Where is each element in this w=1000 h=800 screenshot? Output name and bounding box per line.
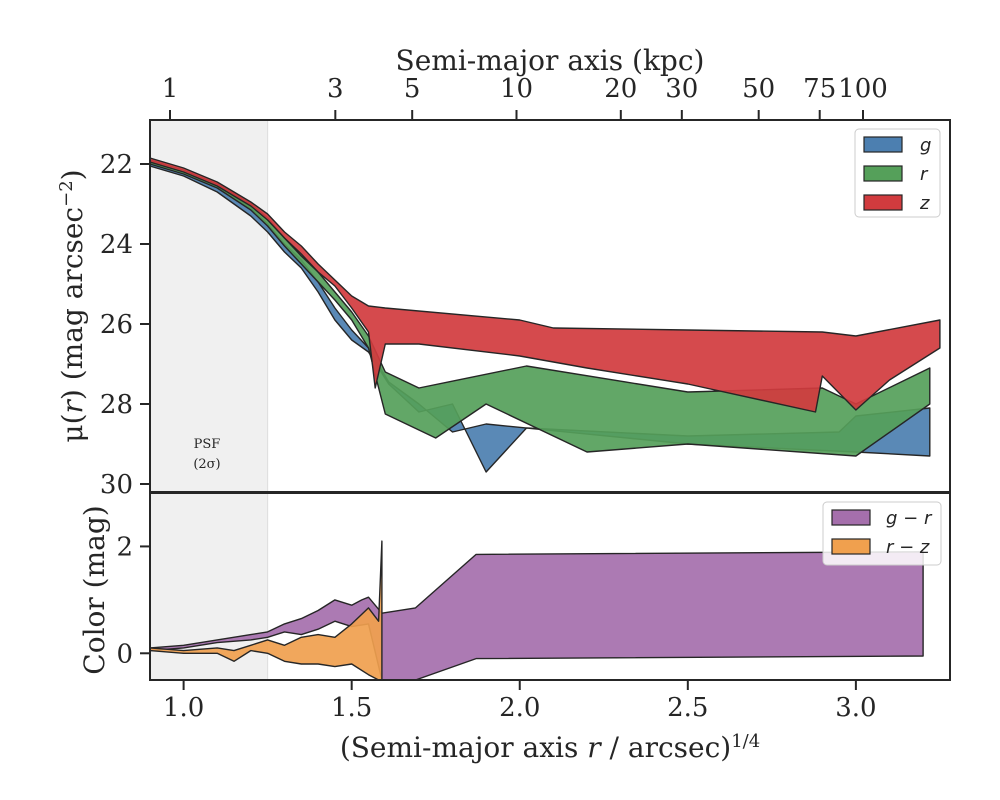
y-tick-label: 26 <box>100 310 133 340</box>
top-axis-title: Semi-major axis (kpc) <box>396 44 705 77</box>
kpc-tick-label: 10 <box>500 74 533 104</box>
top-y-axis: 22 24 26 28 30 <box>100 150 150 500</box>
top-panel-series <box>150 157 941 473</box>
psf-sublabel: (2σ) <box>193 457 220 472</box>
bottom-panel-series <box>150 540 924 680</box>
bottom-x-axis: 1.0 1.5 2.0 2.5 3.0 <box>163 680 877 723</box>
top-kpc-axis: 1 3 5 10 20 30 50 75 100 <box>162 74 888 120</box>
x-tick-label: 3.0 <box>835 693 876 723</box>
series-band-g-minus-r <box>150 551 924 680</box>
bottom-y-axis: 02 <box>116 532 150 669</box>
bottom-x-axis-title: (Semi-major axis r / arcsec)1/4 <box>340 731 760 764</box>
y-tick-label: 30 <box>100 470 133 500</box>
color-y-tick-label: 2 <box>116 532 133 562</box>
legend-label-g-minus-r: g − r <box>886 508 933 529</box>
y-tick-label: 28 <box>100 390 133 420</box>
series-band-r-minus-z <box>150 540 383 680</box>
legend-bottom: g − r r − z <box>822 501 942 566</box>
psf-label: PSF <box>194 437 221 452</box>
x-tick-label: 2.5 <box>667 693 708 723</box>
kpc-tick-label: 1 <box>162 74 179 104</box>
legend-label-g: g <box>920 135 931 156</box>
legend-label-r-minus-z: r − z <box>886 537 930 558</box>
legend-swatch-g <box>863 136 903 153</box>
x-tick-label: 1.5 <box>331 693 372 723</box>
legend-label-r: r <box>920 164 929 185</box>
kpc-tick-label: 5 <box>404 74 421 104</box>
kpc-tick-label: 30 <box>665 74 698 104</box>
x-tick-label: 2.0 <box>499 693 540 723</box>
legend-label-z: z <box>919 193 930 214</box>
y-tick-label: 24 <box>100 230 133 260</box>
legend-top: grz <box>854 128 941 218</box>
bottom-panel-frame <box>149 492 951 681</box>
kpc-tick-label: 3 <box>327 74 344 104</box>
legend-swatch-z <box>863 194 903 211</box>
kpc-tick-label: 100 <box>838 74 888 104</box>
series-band-z <box>150 157 941 413</box>
color-y-tick-label: 0 <box>116 639 133 669</box>
legend-swatch-g-minus-r <box>831 509 871 526</box>
legend-swatch-r <box>863 165 903 182</box>
top-y-axis-title: μ(r) (mag arcsec−2) <box>56 169 89 442</box>
kpc-tick-label: 50 <box>742 74 775 104</box>
bottom-y-axis-title: Color (mag) <box>78 505 111 674</box>
y-tick-label: 22 <box>100 150 133 180</box>
kpc-tick-label: 20 <box>604 74 637 104</box>
kpc-tick-label: 75 <box>803 74 836 104</box>
x-tick-label: 1.0 <box>163 693 204 723</box>
legend-swatch-r-minus-z <box>831 538 871 555</box>
series-band-r <box>150 159 931 457</box>
